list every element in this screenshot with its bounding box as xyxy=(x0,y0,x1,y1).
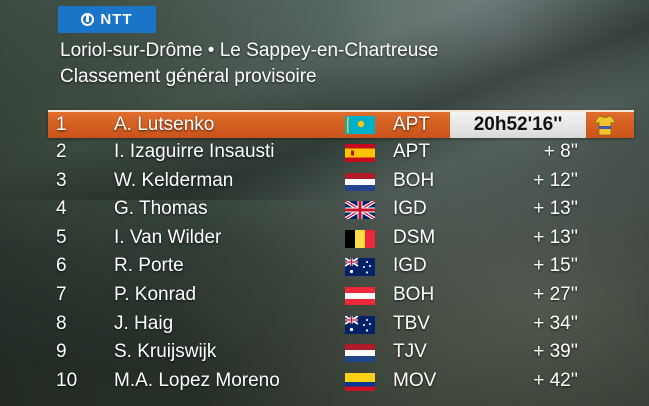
spain-flag-icon xyxy=(345,144,375,162)
team-code: DSM xyxy=(393,226,436,248)
rank: 1 xyxy=(56,114,67,135)
time-gap: + 39'' xyxy=(533,341,578,363)
team-code: MOV xyxy=(393,369,437,391)
stage-route: Loriol-sur-Drôme • Le Sappey-en-Chartreu… xyxy=(60,40,439,61)
time-gap: + 12'' xyxy=(533,169,578,191)
rank: 6 xyxy=(56,255,67,277)
sponsor-logo: NTT xyxy=(58,6,156,33)
team-code: BOH xyxy=(393,169,435,191)
table-row: 8 J. Haig TBV + 34'' xyxy=(48,310,634,339)
rider-name: P. Konrad xyxy=(114,283,197,305)
rider-name: M.A. Lopez Moreno xyxy=(114,369,280,391)
rank: 2 xyxy=(56,141,67,162)
yellow-jersey-icon xyxy=(594,114,616,136)
table-row: 4 G. Thomas IGD + 13'' xyxy=(48,195,634,224)
time-gap: + 13'' xyxy=(533,226,578,248)
rider-name: G. Thomas xyxy=(114,198,208,220)
united-kingdom-flag-icon xyxy=(345,201,375,220)
sponsor-logo-text: NTT xyxy=(100,11,133,28)
team-code: APT xyxy=(393,141,430,162)
netherlands-flag-icon xyxy=(345,344,375,363)
rider-name: I. Izaguirre Insausti xyxy=(114,141,275,162)
rider-name: I. Van Wilder xyxy=(114,226,222,248)
classification-title: Classement général provisoire xyxy=(60,66,317,87)
kazakhstan-flag-icon xyxy=(345,116,375,134)
rank: 3 xyxy=(56,169,67,191)
rank: 10 xyxy=(56,369,78,391)
team-code: APT xyxy=(393,114,430,135)
table-row: 2 I. Izaguirre Insausti APT + 8'' xyxy=(48,138,634,167)
table-row: 3 W. Kelderman BOH + 12'' xyxy=(48,167,634,196)
rank: 4 xyxy=(56,198,67,220)
rider-name: J. Haig xyxy=(114,312,174,334)
australia-flag-icon xyxy=(345,258,375,277)
table-row-leader: 1 A. Lutsenko APT 20h52'16'' xyxy=(48,110,634,138)
team-code: IGD xyxy=(393,255,427,277)
colombia-flag-icon xyxy=(345,372,375,391)
austria-flag-icon xyxy=(345,286,375,305)
australia-flag-icon xyxy=(345,315,375,334)
table-row: 9 S. Kruijswijk TJV + 39'' xyxy=(48,338,634,367)
time-gap: + 42'' xyxy=(533,369,578,391)
rank: 8 xyxy=(56,312,67,334)
time-gap: + 27'' xyxy=(533,283,578,305)
ntt-logo-icon xyxy=(81,13,95,26)
table-row: 10 M.A. Lopez Moreno MOV + 42'' xyxy=(48,367,634,396)
rider-name: A. Lutsenko xyxy=(114,114,215,135)
table-row: 7 P. Konrad BOH + 27'' xyxy=(48,281,634,310)
belgium-flag-icon xyxy=(345,229,375,248)
team-code: BOH xyxy=(393,283,435,305)
standings-table: 1 A. Lutsenko APT 20h52'16'' 2 I. Izagui… xyxy=(48,110,634,395)
team-code: TBV xyxy=(393,312,430,334)
team-code: IGD xyxy=(393,198,427,220)
rank: 9 xyxy=(56,341,67,363)
table-row: 5 I. Van Wilder DSM + 13'' xyxy=(48,224,634,253)
time-gap: + 34'' xyxy=(533,312,578,334)
rank: 5 xyxy=(56,226,67,248)
table-row: 6 R. Porte IGD + 15'' xyxy=(48,252,634,281)
rider-name: R. Porte xyxy=(114,255,184,277)
time-gap: + 15'' xyxy=(533,255,578,277)
rider-name: S. Kruijswijk xyxy=(114,341,217,363)
background-ridge xyxy=(0,0,649,200)
team-code: TJV xyxy=(393,341,427,363)
rank: 7 xyxy=(56,283,67,305)
time-gap: + 13'' xyxy=(533,198,578,220)
leader-time: 20h52'16'' xyxy=(450,112,586,138)
time-gap: + 8'' xyxy=(543,141,578,162)
netherlands-flag-icon xyxy=(345,172,375,191)
rider-name: W. Kelderman xyxy=(114,169,234,191)
